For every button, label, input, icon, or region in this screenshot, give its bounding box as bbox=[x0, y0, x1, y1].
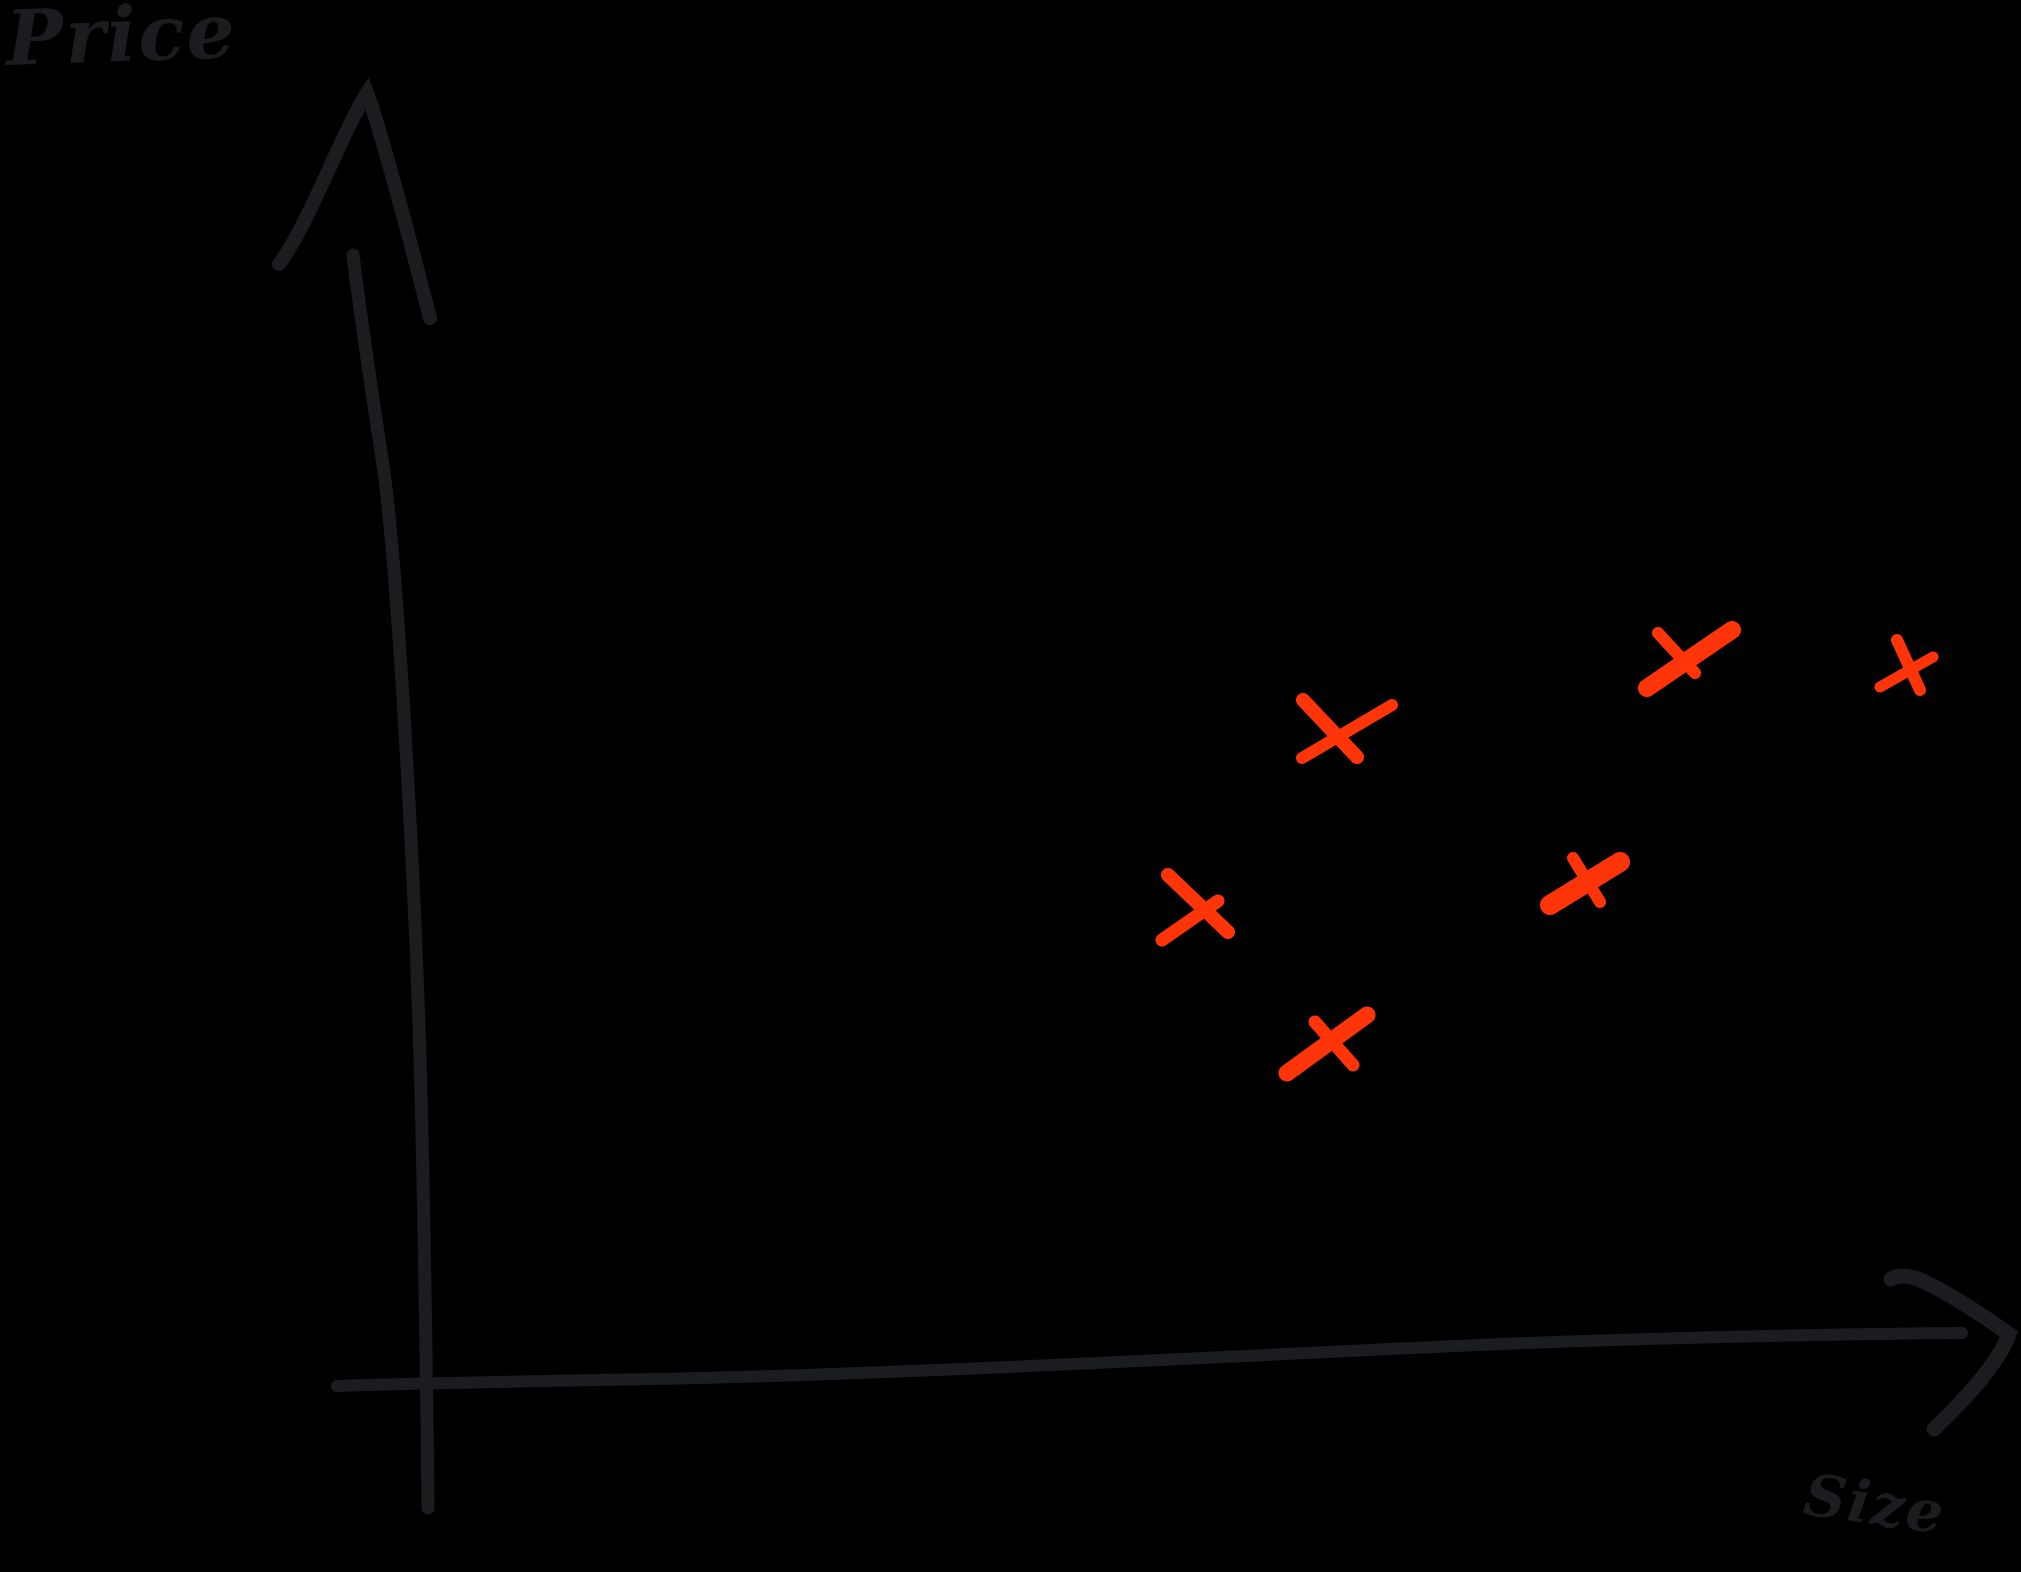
data-point-x-mark bbox=[1638, 621, 1741, 697]
x-axis-arrowhead bbox=[1883, 1268, 2018, 1437]
data-point-x-mark bbox=[1155, 868, 1235, 947]
y-axis-arrowhead bbox=[272, 77, 437, 325]
y-axis-line bbox=[346, 248, 435, 1515]
x-axis-line bbox=[331, 1327, 1968, 1392]
y-axis-label: Price bbox=[4, 0, 239, 83]
x-mark-stroke bbox=[1161, 868, 1235, 939]
x-mark-stroke bbox=[1296, 699, 1398, 764]
data-point-x-mark bbox=[1874, 634, 1939, 696]
data-point-x-mark bbox=[1540, 852, 1630, 915]
x-mark-stroke bbox=[1278, 1006, 1376, 1082]
x-mark-stroke bbox=[1540, 852, 1630, 915]
data-point-x-mark bbox=[1296, 693, 1398, 764]
x-mark-stroke bbox=[1155, 894, 1225, 947]
x-mark-stroke bbox=[1638, 621, 1741, 697]
data-point-x-mark bbox=[1278, 1006, 1376, 1082]
x-mark-stroke bbox=[1296, 693, 1364, 764]
x-mark-stroke bbox=[1874, 651, 1939, 693]
scatter-marks bbox=[1155, 621, 1939, 1082]
